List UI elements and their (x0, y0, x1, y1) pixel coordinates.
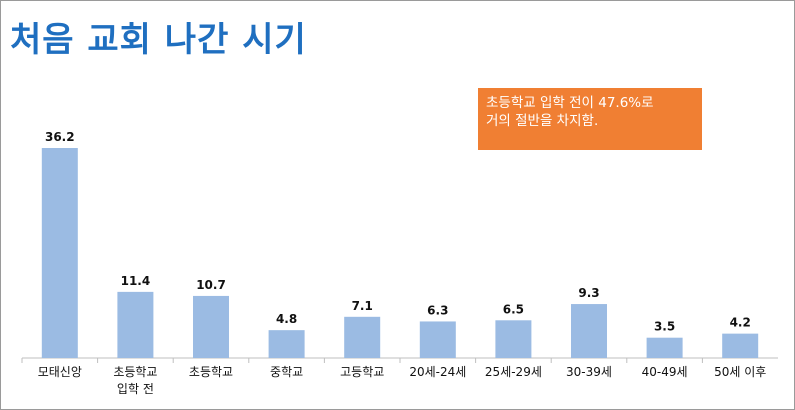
category-label: 초등학교 (189, 365, 233, 379)
data-label: 4.2 (730, 316, 751, 330)
bar (722, 333, 759, 358)
data-label: 7.1 (352, 299, 373, 313)
category-label: 20세-24세 (409, 365, 466, 379)
bar (344, 316, 381, 358)
chart-title: 처음 교회 나간 시기 (10, 20, 307, 60)
bar (268, 330, 305, 358)
data-label: 10.7 (196, 278, 226, 292)
category-label: 중학교 (270, 365, 303, 379)
bar (646, 337, 683, 358)
category-label: 30-39세 (566, 365, 612, 379)
bar (117, 291, 154, 358)
annotation-callout: 초등학교 입학 전이 47.6%로 거의 절반을 차지함. (478, 88, 702, 150)
category-label: 모태신앙 (38, 365, 82, 379)
data-label: 6.5 (503, 302, 524, 316)
data-label: 6.3 (427, 303, 448, 317)
category-label: 50세 이후 (714, 365, 766, 379)
category-label: 25세-29세 (485, 365, 542, 379)
bar (495, 320, 532, 358)
data-label: 9.3 (578, 286, 599, 300)
data-label: 11.4 (121, 274, 151, 288)
category-label: 40-49세 (642, 365, 688, 379)
annotation-line-2: 거의 절반을 차지함. (486, 113, 599, 129)
data-label: 36.2 (45, 130, 75, 144)
data-label: 3.5 (654, 320, 675, 334)
category-label: 초등학교 (113, 365, 157, 379)
bar (571, 304, 607, 358)
category-label: 고등학교 (340, 365, 384, 379)
data-label: 4.8 (276, 312, 297, 326)
annotation-line-1: 초등학교 입학 전이 47.6%로 (486, 95, 654, 111)
bar (193, 295, 229, 358)
bar (419, 321, 456, 358)
category-label: 입학 전 (117, 382, 154, 396)
bar (41, 148, 78, 358)
